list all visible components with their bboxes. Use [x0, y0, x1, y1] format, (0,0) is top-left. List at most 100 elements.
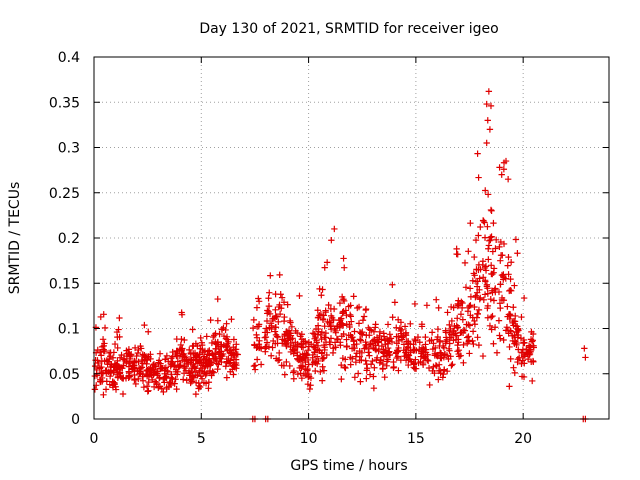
- data-point: [467, 302, 474, 309]
- data-point: [481, 291, 489, 298]
- data-point: [100, 342, 107, 350]
- data-point: [230, 371, 237, 378]
- data-point: [174, 347, 181, 355]
- data-point: [194, 360, 202, 367]
- x-tick-label: 10: [300, 431, 318, 447]
- data-point: [510, 317, 518, 325]
- data-point: [206, 367, 214, 375]
- data-point: [529, 330, 537, 338]
- data-point: [276, 349, 283, 357]
- data-point: [507, 287, 514, 294]
- data-point: [286, 317, 294, 325]
- data-point: [488, 233, 495, 240]
- data-point: [189, 364, 196, 372]
- data-point: [297, 362, 305, 370]
- data-point: [428, 336, 435, 344]
- data-point: [477, 223, 484, 231]
- data-point: [118, 374, 126, 382]
- data-point: [506, 383, 513, 390]
- data-point: [283, 342, 290, 350]
- data-point: [273, 333, 281, 340]
- data-point: [475, 306, 483, 314]
- data-point: [323, 259, 331, 266]
- data-point: [198, 341, 206, 349]
- data-point: [319, 363, 326, 370]
- data-point: [186, 372, 193, 379]
- data-point: [250, 316, 258, 324]
- data-point: [187, 369, 195, 376]
- data-point: [113, 361, 120, 369]
- data-point: [173, 385, 180, 393]
- data-point: [178, 311, 186, 318]
- data-point: [317, 368, 324, 376]
- data-point: [355, 320, 363, 327]
- data-point: [187, 359, 194, 366]
- data-point: [454, 251, 461, 258]
- data-point: [195, 385, 202, 392]
- data-point: [509, 337, 517, 345]
- data-point: [375, 345, 383, 353]
- data-point: [484, 117, 491, 124]
- data-point: [311, 349, 318, 356]
- data-point: [266, 310, 274, 318]
- data-point: [290, 347, 297, 354]
- data-point: [222, 343, 230, 351]
- data-point: [145, 378, 152, 386]
- data-point: [97, 313, 104, 321]
- data-point: [322, 338, 330, 346]
- data-point: [424, 357, 432, 365]
- x-tick-label: 20: [514, 431, 532, 447]
- data-point: [202, 355, 209, 363]
- data-point: [223, 374, 231, 381]
- data-point: [319, 315, 327, 323]
- data-point: [154, 368, 162, 375]
- data-point: [530, 342, 537, 349]
- data-point: [210, 332, 218, 339]
- data-point: [352, 353, 360, 360]
- data-point: [509, 332, 516, 339]
- data-point: [192, 390, 200, 398]
- data-point: [207, 316, 214, 324]
- data-point: [487, 236, 494, 244]
- data-point: [507, 259, 515, 266]
- data-point: [202, 371, 209, 379]
- data-point: [314, 322, 322, 329]
- data-point: [189, 342, 196, 350]
- data-point: [163, 352, 171, 360]
- data-point: [253, 334, 261, 341]
- data-point: [488, 326, 495, 333]
- data-point: [485, 245, 492, 252]
- data-point: [447, 303, 455, 311]
- data-point: [267, 272, 274, 279]
- data-point: [426, 381, 433, 389]
- data-point: [196, 367, 203, 374]
- data-point: [504, 175, 512, 183]
- data-point: [263, 339, 271, 346]
- data-point: [457, 329, 464, 336]
- data-point: [111, 340, 119, 348]
- data-point: [457, 311, 465, 318]
- data-point: [488, 207, 495, 215]
- y-tick-label: 0.15: [49, 276, 80, 292]
- data-point: [139, 377, 147, 384]
- data-point: [469, 328, 477, 335]
- data-point: [176, 363, 183, 370]
- data-point: [405, 361, 412, 369]
- data-point: [116, 333, 123, 341]
- data-point: [298, 343, 305, 351]
- data-point: [103, 357, 111, 364]
- data-point: [314, 307, 321, 314]
- x-tick-labels: 0 5 10 15 20: [90, 431, 533, 447]
- data-point: [100, 391, 107, 399]
- data-point: [488, 313, 495, 321]
- data-point: [141, 352, 148, 359]
- data-point: [500, 240, 508, 248]
- data-point: [436, 337, 444, 344]
- data-point: [497, 257, 504, 264]
- data-point: [369, 357, 376, 365]
- data-point: [471, 303, 478, 311]
- data-point: [412, 337, 419, 344]
- data-point: [366, 332, 373, 339]
- data-point: [528, 358, 535, 366]
- data-point: [276, 356, 283, 363]
